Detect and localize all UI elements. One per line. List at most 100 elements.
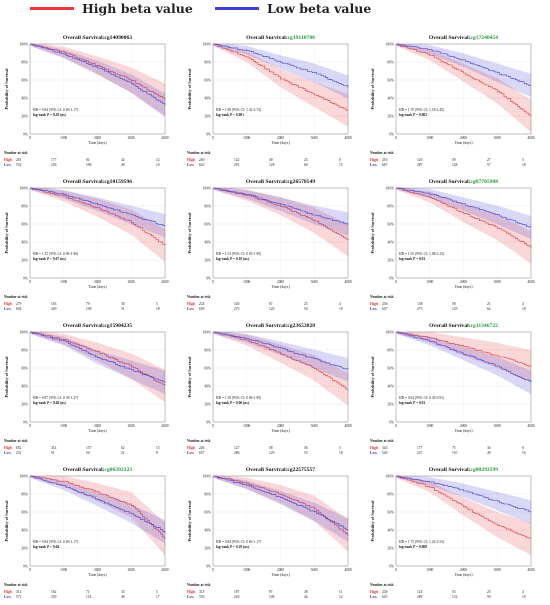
risk-cell-high: 12 (156, 158, 160, 162)
risk-cell-low: 231 (16, 451, 22, 455)
km-curve-low (213, 187, 349, 225)
risk-cell-low: 550 (199, 595, 205, 599)
logrank-text: log-rank P = 0.002 (399, 113, 427, 117)
ci-band-high (396, 332, 531, 383)
risk-cell-low: 16 (522, 451, 526, 455)
x-tick-label: 4000 (344, 136, 351, 140)
y-tick-label: 20% (387, 403, 394, 407)
risk-row-label-high: High (4, 590, 13, 594)
x-axis-label: Time (days) (88, 429, 107, 433)
km-curve-low (213, 475, 349, 530)
title-prefix: Overall Survival: (63, 467, 105, 473)
title-prefix: Overall Survival: (246, 467, 288, 473)
x-tick-label: 0 (395, 568, 397, 572)
logrank-text: log-rank P = 0.04 (33, 545, 59, 549)
risk-cell-high: 62 (121, 446, 125, 450)
y-tick-label: 20% (204, 547, 211, 551)
plot-frame (29, 475, 166, 567)
y-tick-label: 60% (387, 367, 394, 371)
risk-cell-low: 57 (487, 163, 491, 167)
ci-band-high (30, 188, 165, 262)
risk-table-title: Number at risk (187, 295, 211, 299)
hazard-ratio-text: HR = 1.35 (95% CI: 0.96-1.90) (33, 252, 79, 256)
title-prefix: Overall Survival: (63, 35, 105, 41)
risk-cell-high: 25 (304, 302, 308, 306)
y-axis-label: Probability of Survival (187, 500, 192, 542)
risk-cell-high: 38 (304, 590, 308, 594)
x-tick-label: 0 (29, 424, 31, 428)
risk-row-label-high: High (370, 302, 379, 306)
hazard-ratio-text: HR = 0.64 (95% CI: 0.45-0.91) (399, 396, 445, 400)
risk-row-label-low: Low (370, 163, 377, 167)
x-tick-label: 0 (212, 280, 214, 284)
risk-cell-high: 34 (487, 446, 491, 450)
ci-band-high (30, 44, 165, 116)
risk-table-title: Number at risk (4, 439, 28, 443)
panel-title: Overall Survival:cg06392123 (63, 467, 132, 473)
risk-cell-low: 51 (121, 307, 125, 311)
ci-band-high (396, 44, 531, 133)
title-cpg: cg10159596 (104, 179, 132, 185)
y-tick-label: 100% (386, 43, 394, 47)
y-axis-label: Probability of Survival (370, 500, 375, 542)
risk-table-title: Number at risk (4, 151, 28, 155)
plot-frame (29, 43, 166, 135)
y-tick-label: 0% (23, 277, 28, 281)
title-cpg: cg17240454 (470, 35, 498, 41)
x-tick-label: 3000 (494, 280, 501, 284)
title-cpg: cg00293599 (470, 467, 498, 473)
risk-row-label-high: High (187, 590, 196, 594)
x-tick-label: 3000 (311, 280, 318, 284)
logrank-text: log-rank P = 0.07 (ns) (33, 257, 67, 261)
risk-row-label-high: High (370, 446, 379, 450)
x-tick-label: 2000 (277, 568, 284, 572)
risk-cell-low: 540 (382, 451, 388, 455)
risk-cell-high: 58 (452, 302, 456, 306)
y-tick-label: 0% (206, 421, 211, 425)
y-tick-label: 100% (20, 187, 28, 191)
y-tick-label: 60% (204, 79, 211, 83)
logrank-text: log-rank P = 0.10 (ns) (216, 257, 250, 261)
legend-swatch-low (215, 7, 259, 10)
panel-title: Overall Survival:cg15904235 (63, 323, 132, 329)
risk-cell-low: 50 (86, 451, 90, 455)
risk-cell-high: 49 (269, 158, 273, 162)
risk-cell-low: 49 (487, 451, 491, 455)
y-tick-label: 20% (21, 115, 28, 119)
x-tick-label: 2000 (94, 280, 101, 284)
y-tick-label: 60% (204, 223, 211, 227)
title-cpg: cg07705908 (470, 179, 498, 185)
y-tick-label: 80% (21, 493, 28, 497)
km-panel-cg22575557: Overall Survival:cg22575557 0% 20% 40% 60% 80… (187, 467, 352, 599)
y-tick-label: 0% (206, 133, 211, 137)
risk-cell-low: 291 (234, 163, 240, 167)
risk-row-label-high: High (187, 302, 196, 306)
km-curve-high (30, 475, 166, 539)
km-panel-cg26578549: Overall Survival:cg26578549 0% 20% 40% 60% 80… (187, 179, 352, 311)
risk-cell-low: 249 (51, 307, 57, 311)
y-tick-label: 80% (387, 205, 394, 209)
y-tick-label: 0% (206, 277, 211, 281)
risk-table-title: Number at risk (4, 583, 28, 587)
ci-band-high (30, 332, 165, 403)
risk-cell-low: 120 (269, 307, 275, 311)
y-tick-label: 100% (386, 331, 394, 335)
risk-cell-high: 137 (86, 446, 92, 450)
logrank-text: log-rank P = 0.29 (ns) (216, 545, 250, 549)
risk-cell-high: 126 (417, 158, 423, 162)
legend-item-high: High beta value (30, 1, 193, 16)
y-tick-label: 80% (21, 61, 28, 65)
risk-cell-high: 25 (487, 590, 491, 594)
risk-cell-high: 33 (121, 590, 125, 594)
panel-title: Overall Survival:cg26578549 (246, 179, 315, 185)
x-tick-label: 0 (29, 136, 31, 140)
km-curve-low (213, 43, 349, 88)
title-prefix: Overall Survival: (429, 467, 471, 473)
x-tick-label: 0 (212, 136, 214, 140)
risk-cell-low: 129 (269, 451, 275, 455)
x-tick-label: 4000 (527, 280, 534, 284)
km-curve-low (396, 43, 531, 86)
km-panel-cg07705908: Overall Survival:cg07705908 0% 20% 40% 60% 80… (370, 179, 535, 311)
y-tick-label: 60% (204, 367, 211, 371)
risk-cell-low: 106 (86, 163, 92, 167)
